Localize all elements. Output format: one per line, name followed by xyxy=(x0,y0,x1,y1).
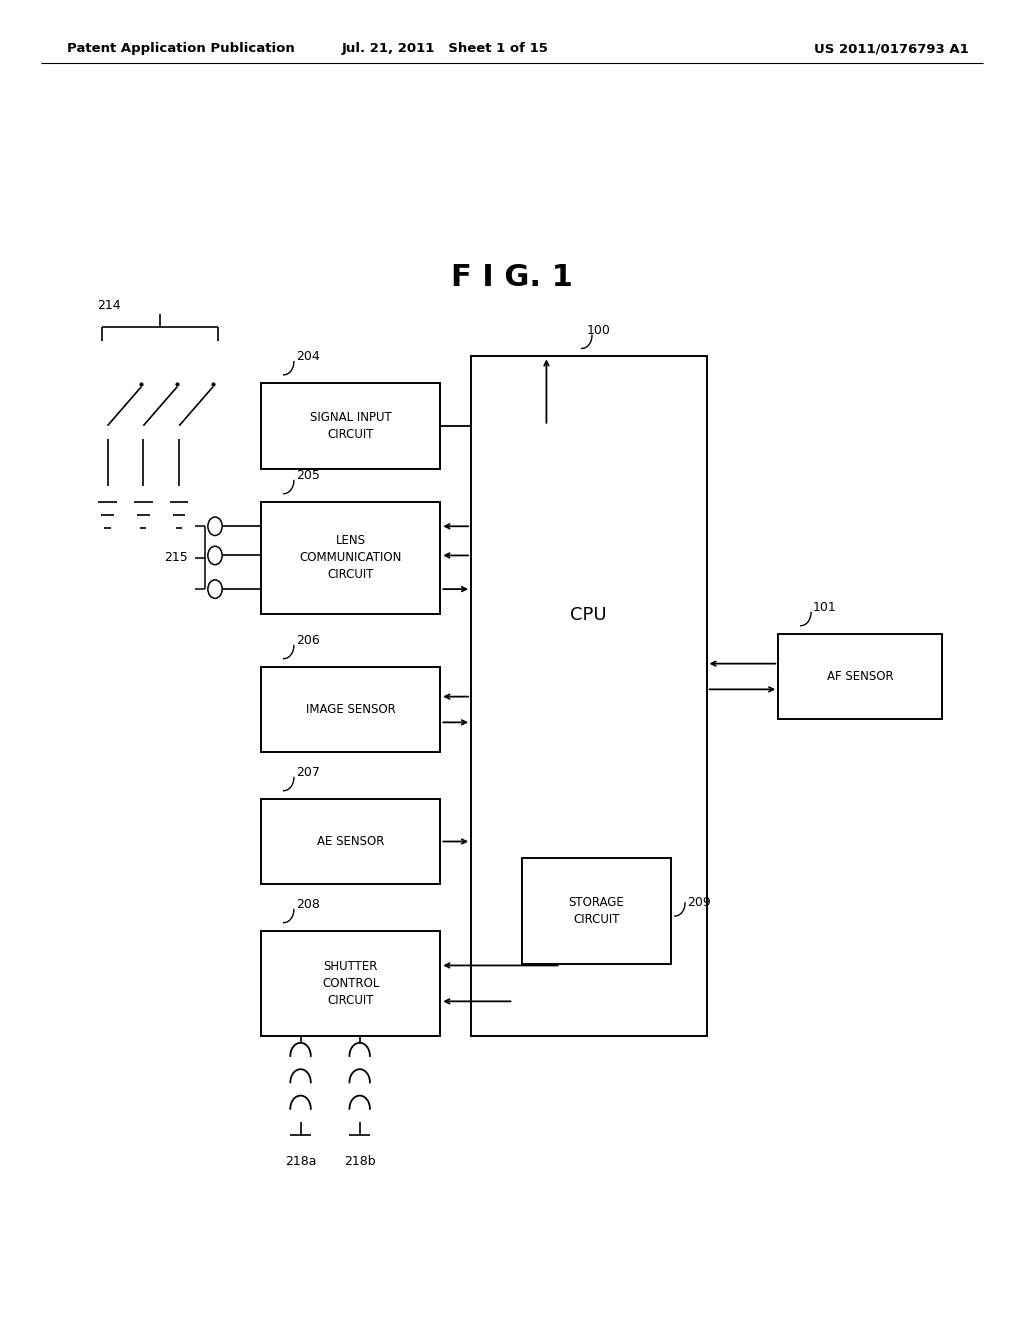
Circle shape xyxy=(208,517,222,536)
Text: LENS
COMMUNICATION
CIRCUIT: LENS COMMUNICATION CIRCUIT xyxy=(300,535,401,581)
Bar xyxy=(778,634,942,719)
Bar xyxy=(261,931,440,1036)
Text: 205: 205 xyxy=(296,469,319,482)
Text: AF SENSOR: AF SENSOR xyxy=(826,671,894,682)
Text: 208: 208 xyxy=(296,898,319,911)
Text: 100: 100 xyxy=(587,323,610,337)
Text: IMAGE SENSOR: IMAGE SENSOR xyxy=(306,704,395,715)
Text: SHUTTER
CONTROL
CIRCUIT: SHUTTER CONTROL CIRCUIT xyxy=(322,960,380,1007)
Text: Patent Application Publication: Patent Application Publication xyxy=(67,42,294,55)
Text: US 2011/0176793 A1: US 2011/0176793 A1 xyxy=(813,42,969,55)
Text: SIGNAL INPUT
CIRCUIT: SIGNAL INPUT CIRCUIT xyxy=(310,411,391,441)
Circle shape xyxy=(208,579,222,598)
Bar xyxy=(261,502,440,614)
Text: 215: 215 xyxy=(164,552,187,564)
Bar xyxy=(471,356,707,1036)
Text: Jul. 21, 2011   Sheet 1 of 15: Jul. 21, 2011 Sheet 1 of 15 xyxy=(342,42,549,55)
Text: 214: 214 xyxy=(97,298,121,312)
Text: 206: 206 xyxy=(296,634,319,647)
Text: 207: 207 xyxy=(296,766,319,779)
Bar xyxy=(261,799,440,884)
Text: F I G. 1: F I G. 1 xyxy=(451,263,573,292)
Bar xyxy=(261,667,440,752)
Bar xyxy=(522,858,671,964)
Text: 101: 101 xyxy=(813,601,837,614)
Text: CPU: CPU xyxy=(570,606,607,624)
Text: 218b: 218b xyxy=(344,1155,376,1168)
Text: 209: 209 xyxy=(687,896,711,909)
Text: 218a: 218a xyxy=(285,1155,316,1168)
Circle shape xyxy=(208,546,222,565)
Text: STORAGE
CIRCUIT: STORAGE CIRCUIT xyxy=(568,896,625,925)
Text: AE SENSOR: AE SENSOR xyxy=(317,836,384,847)
Bar xyxy=(261,383,440,469)
Text: 204: 204 xyxy=(296,350,319,363)
